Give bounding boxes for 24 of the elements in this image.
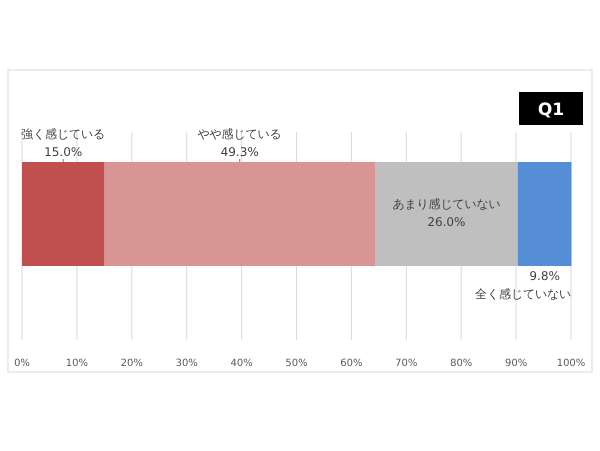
x-tick-label: 90% [504,358,528,369]
bar [104,162,376,266]
data-label: 26.0% [427,215,466,229]
bar [375,162,518,266]
x-tick-label: 70% [395,358,418,369]
x-tick-label: 40% [230,358,253,369]
bar [22,162,104,266]
series-label: 全く感じていない [475,287,571,301]
x-tick-label: 20% [120,358,143,369]
series-label: 強く感じている [21,127,106,141]
series-label: やや感じている [198,127,282,141]
x-tick-label: 60% [340,358,363,369]
bar [518,162,572,266]
x-tick-label: 10% [66,358,88,369]
x-tick-label: 80% [450,358,472,369]
x-tick-label: 0% [14,358,30,369]
x-tick-label: 30% [176,358,198,369]
x-tick-label: 100% [556,358,586,369]
chart-title: Q1 [538,100,564,120]
data-label: 49.3% [220,145,259,159]
data-label: 9.8% [529,269,560,283]
series-label: あまり感じていない [392,197,500,211]
data-label: 15.0% [44,145,82,159]
x-tick-label: 50% [285,358,308,369]
